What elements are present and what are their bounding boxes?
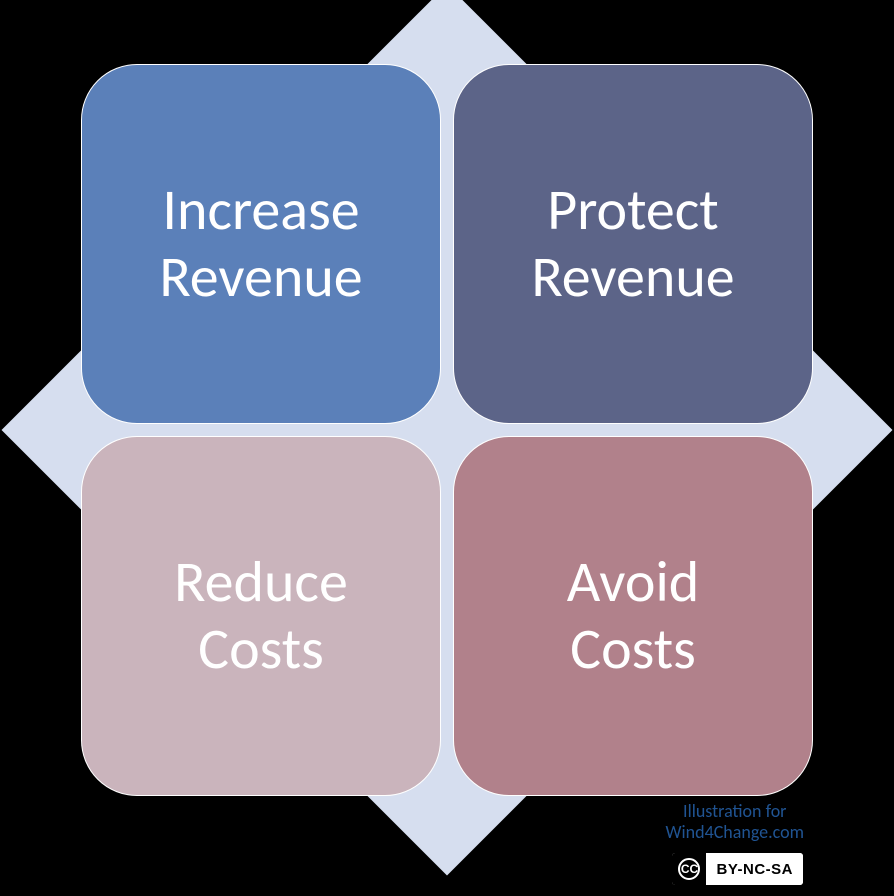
quadrant-reduce-costs: Reduce Costs — [81, 436, 441, 796]
attribution-line1: Illustration for — [683, 800, 786, 822]
quadrant-line1: Avoid — [567, 546, 700, 617]
cc-badge-right: BY-NC-SA — [706, 853, 803, 885]
quadrant-line2: Revenue — [159, 241, 362, 312]
quadrant-text: Avoid Costs — [567, 549, 700, 682]
attribution-text: Illustration for Wind4Change.com — [666, 801, 804, 844]
quadrant-text: Protect Revenue — [531, 177, 734, 310]
quadrant-line1: Protect — [547, 174, 718, 245]
quadrant-line2: Revenue — [531, 241, 734, 312]
cc-icon: CC — [678, 858, 700, 880]
quadrant-text: Reduce Costs — [174, 549, 348, 682]
quadrant-line1: Increase — [162, 174, 359, 245]
cc-license-badge: CC BY-NC-SA — [671, 852, 804, 886]
quadrant-line1: Reduce — [174, 546, 348, 617]
attribution-line2: Wind4Change.com — [666, 821, 804, 843]
quadrant-grid: Increase Revenue Protect Revenue Reduce … — [81, 64, 813, 796]
quadrant-text: Increase Revenue — [159, 177, 362, 310]
cc-badge-left: CC — [672, 853, 706, 885]
quadrant-line2: Costs — [198, 613, 324, 684]
quadrant-protect-revenue: Protect Revenue — [453, 64, 813, 424]
quadrant-avoid-costs: Avoid Costs — [453, 436, 813, 796]
quadrant-increase-revenue: Increase Revenue — [81, 64, 441, 424]
quadrant-line2: Costs — [570, 613, 696, 684]
